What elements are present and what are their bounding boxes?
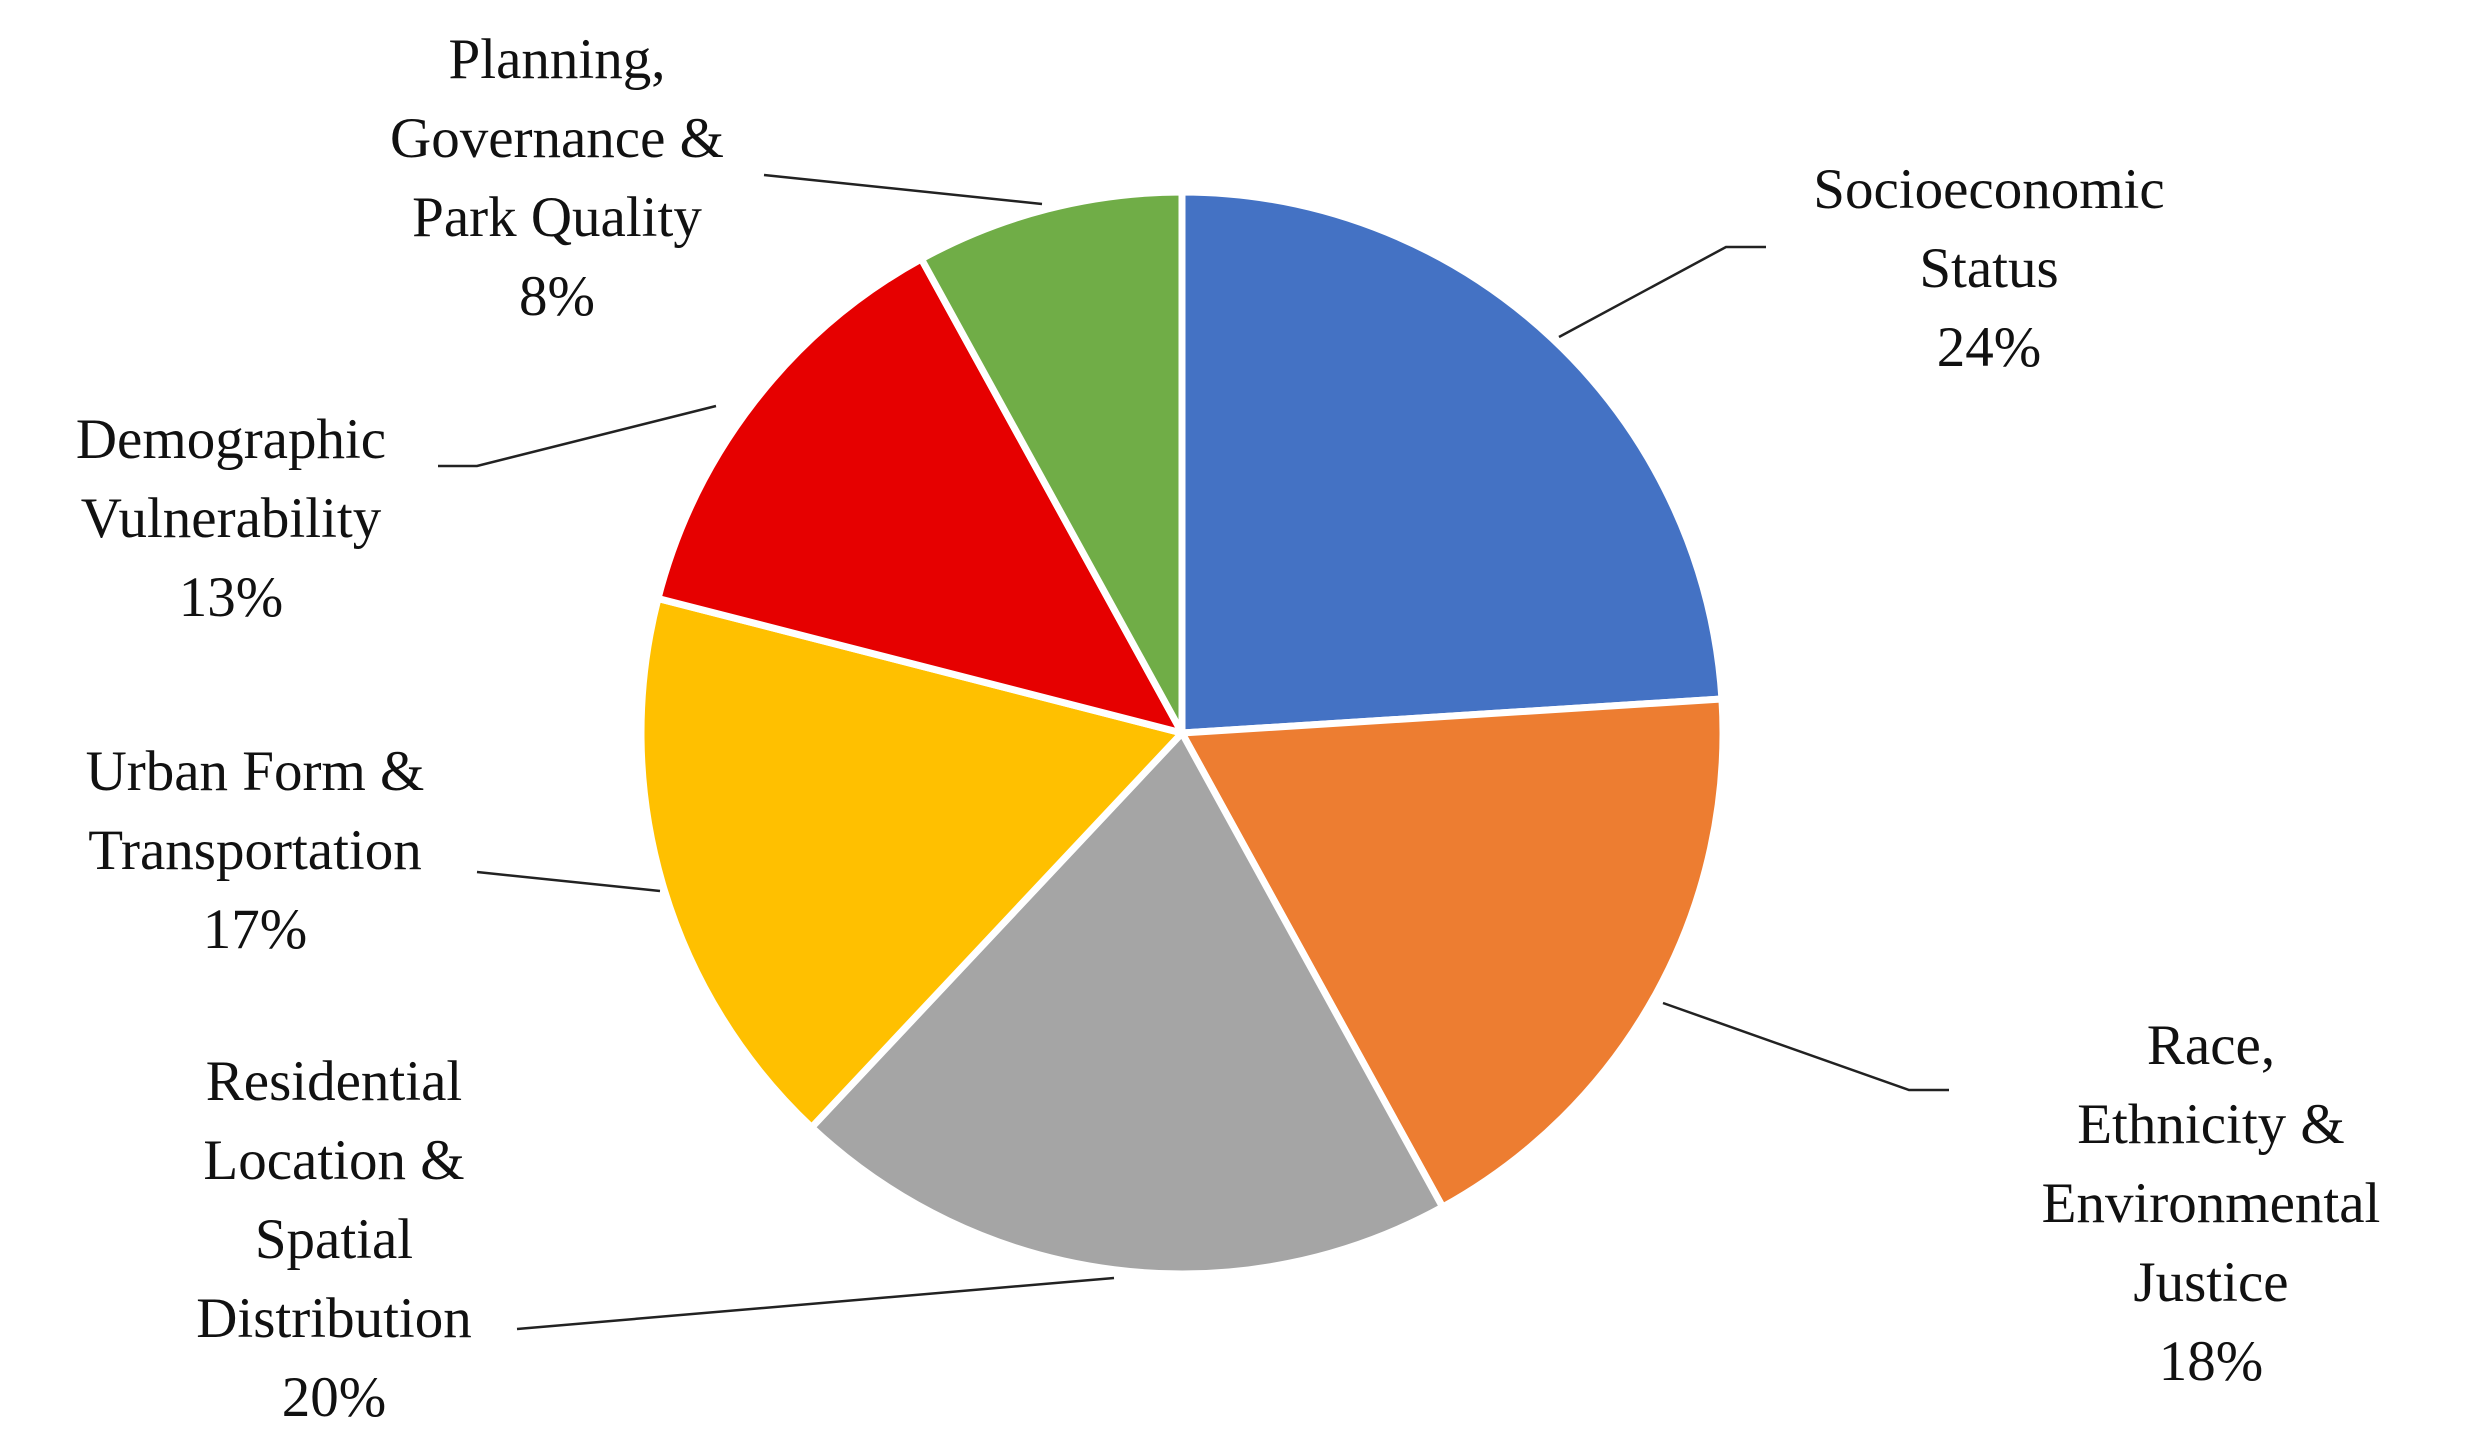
slice-label: Residential Location & Spatial Distribut… [196, 1042, 472, 1437]
pie-slice [917, 188, 1186, 737]
leader-line [1558, 245, 1766, 339]
pie-slice [637, 594, 1186, 1131]
slice-label: Urban Form & Transportation 17% [86, 732, 425, 969]
category-label: Residential Location & Spatial Distribut… [196, 1050, 472, 1350]
leader-line [1662, 1001, 1949, 1092]
value-label: 17% [202, 898, 308, 961]
value-label: 13% [178, 566, 284, 629]
category-label: Demographic Vulnerability [75, 408, 387, 550]
leader-line [476, 870, 661, 893]
category-label: Urban Form & Transportation [85, 740, 425, 882]
pie-slice [654, 255, 1186, 737]
category-label: Race, Ethnicity & Environmental Justice [2041, 1014, 2381, 1314]
value-label: 8% [519, 265, 595, 328]
category-label: Socioeconomic Status [1813, 158, 2165, 300]
slice-label: Demographic Vulnerability 13% [76, 400, 386, 637]
pie-slice [1178, 188, 1726, 737]
slice-label: Race, Ethnicity & Environmental Justice 1… [2042, 1006, 2381, 1401]
value-label: 24% [1936, 316, 2042, 379]
pie-slice [1178, 695, 1727, 1211]
leader-line [438, 404, 717, 468]
category-label: Planning, Governance & Park Quality [390, 28, 724, 249]
value-label: 20% [281, 1366, 387, 1429]
value-label: 18% [2158, 1330, 2264, 1393]
slice-label: Socioeconomic Status 24% [1813, 150, 2164, 387]
pie-slice [808, 729, 1447, 1278]
leader-line [516, 1276, 1115, 1331]
slice-label: Planning, Governance & Park Quality 8% [390, 20, 724, 336]
leader-line [763, 173, 1043, 206]
